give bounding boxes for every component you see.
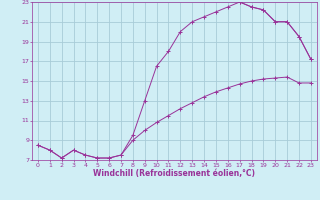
X-axis label: Windchill (Refroidissement éolien,°C): Windchill (Refroidissement éolien,°C) bbox=[93, 169, 255, 178]
